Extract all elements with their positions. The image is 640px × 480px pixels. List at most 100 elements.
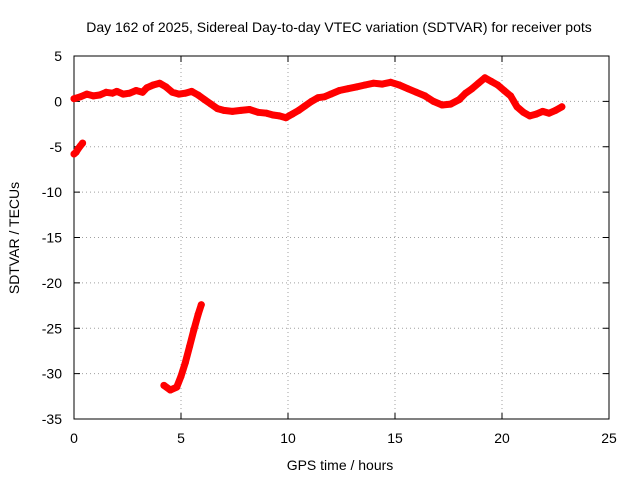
- data-point: [545, 109, 553, 117]
- series-group: [70, 74, 566, 394]
- x-tick-label: 15: [387, 430, 403, 446]
- chart-title: Day 162 of 2025, Sidereal Day-to-day VTE…: [86, 19, 592, 35]
- data-point: [79, 139, 87, 147]
- data-point: [404, 85, 412, 93]
- data-point: [481, 74, 489, 82]
- data-point: [327, 90, 335, 98]
- data-point: [113, 87, 121, 95]
- data-point: [149, 81, 157, 89]
- y-tick-label: -5: [50, 139, 63, 155]
- data-point: [190, 326, 198, 334]
- data-point: [462, 89, 470, 97]
- x-tick-label: 10: [280, 430, 296, 446]
- data-point: [301, 102, 309, 110]
- data-point: [168, 88, 176, 96]
- data-point: [475, 79, 482, 87]
- y-tick-label: -20: [42, 275, 62, 291]
- data-point: [173, 383, 181, 391]
- data-point: [177, 372, 185, 380]
- data-point: [353, 83, 360, 91]
- x-tick-label: 25: [601, 430, 617, 446]
- data-point: [438, 101, 446, 109]
- y-tick-label: 0: [54, 93, 62, 109]
- data-point: [162, 83, 170, 91]
- data-point: [282, 114, 290, 122]
- y-tick-label: -15: [42, 230, 62, 246]
- data-point: [412, 88, 420, 96]
- data-point: [186, 342, 194, 350]
- data-point: [288, 110, 296, 118]
- y-axis-label: SDTVAR / TECUs: [6, 182, 22, 294]
- data-point: [519, 108, 527, 116]
- data-point: [254, 108, 262, 116]
- data-point: [143, 84, 151, 92]
- data-point: [387, 78, 395, 86]
- data-point: [220, 106, 228, 114]
- data-point: [194, 311, 202, 319]
- data-point: [295, 106, 303, 114]
- data-point: [119, 90, 127, 98]
- data-point: [181, 359, 189, 367]
- x-axis-label: GPS time / hours: [287, 457, 394, 473]
- data-point: [532, 110, 540, 118]
- data-point: [194, 91, 202, 99]
- data-point: [96, 91, 104, 99]
- data-point: [370, 79, 378, 87]
- data-point: [558, 103, 566, 111]
- data-point: [83, 90, 91, 98]
- data-point: [552, 106, 559, 114]
- data-point: [320, 93, 328, 101]
- data-point: [132, 87, 140, 94]
- data-point: [507, 92, 515, 100]
- data-point: [500, 87, 508, 94]
- data-point: [160, 381, 168, 389]
- data-point: [447, 100, 455, 108]
- data-point: [175, 90, 183, 98]
- data-point: [421, 92, 429, 100]
- data-point: [207, 100, 215, 108]
- data-point: [335, 87, 343, 94]
- x-tick-label: 5: [177, 430, 185, 446]
- data-point: [263, 109, 271, 117]
- data-point: [468, 85, 476, 93]
- data-point: [308, 97, 315, 105]
- y-tick-label: -25: [42, 320, 62, 336]
- x-axis: 0 5 10 15 20 25: [70, 56, 617, 446]
- data-point: [526, 112, 534, 120]
- data-point: [237, 106, 245, 114]
- data-point: [213, 105, 221, 113]
- data-point: [344, 85, 352, 93]
- data-point: [70, 95, 78, 103]
- data-point: [156, 79, 164, 87]
- grid: [74, 56, 609, 419]
- data-point: [269, 111, 277, 119]
- data-point: [228, 107, 236, 115]
- x-tick-label: 20: [494, 430, 510, 446]
- data-point: [76, 93, 84, 101]
- data-point: [126, 89, 134, 97]
- data-point: [166, 386, 174, 394]
- data-point: [197, 301, 205, 309]
- data-point: [139, 88, 146, 96]
- data-point: [430, 97, 437, 105]
- y-axis: -35 -30 -25 -20 -15 -10 -5 0 5: [42, 48, 609, 427]
- y-tick-label: -35: [42, 411, 62, 427]
- x-tick-label: 0: [70, 430, 78, 446]
- data-point: [275, 112, 283, 120]
- data-point: [181, 89, 189, 97]
- data-point: [539, 107, 547, 115]
- data-point: [246, 106, 253, 113]
- data-point: [188, 87, 196, 95]
- data-point: [513, 103, 521, 111]
- data-point: [89, 92, 97, 100]
- y-tick-label: -10: [42, 184, 62, 200]
- data-point: [314, 94, 322, 102]
- data-point: [494, 81, 502, 89]
- data-point: [201, 96, 208, 104]
- data-point: [487, 77, 495, 85]
- y-tick-label: -30: [42, 366, 62, 382]
- data-point: [102, 88, 110, 96]
- data-point: [361, 81, 369, 89]
- data-point: [395, 81, 403, 89]
